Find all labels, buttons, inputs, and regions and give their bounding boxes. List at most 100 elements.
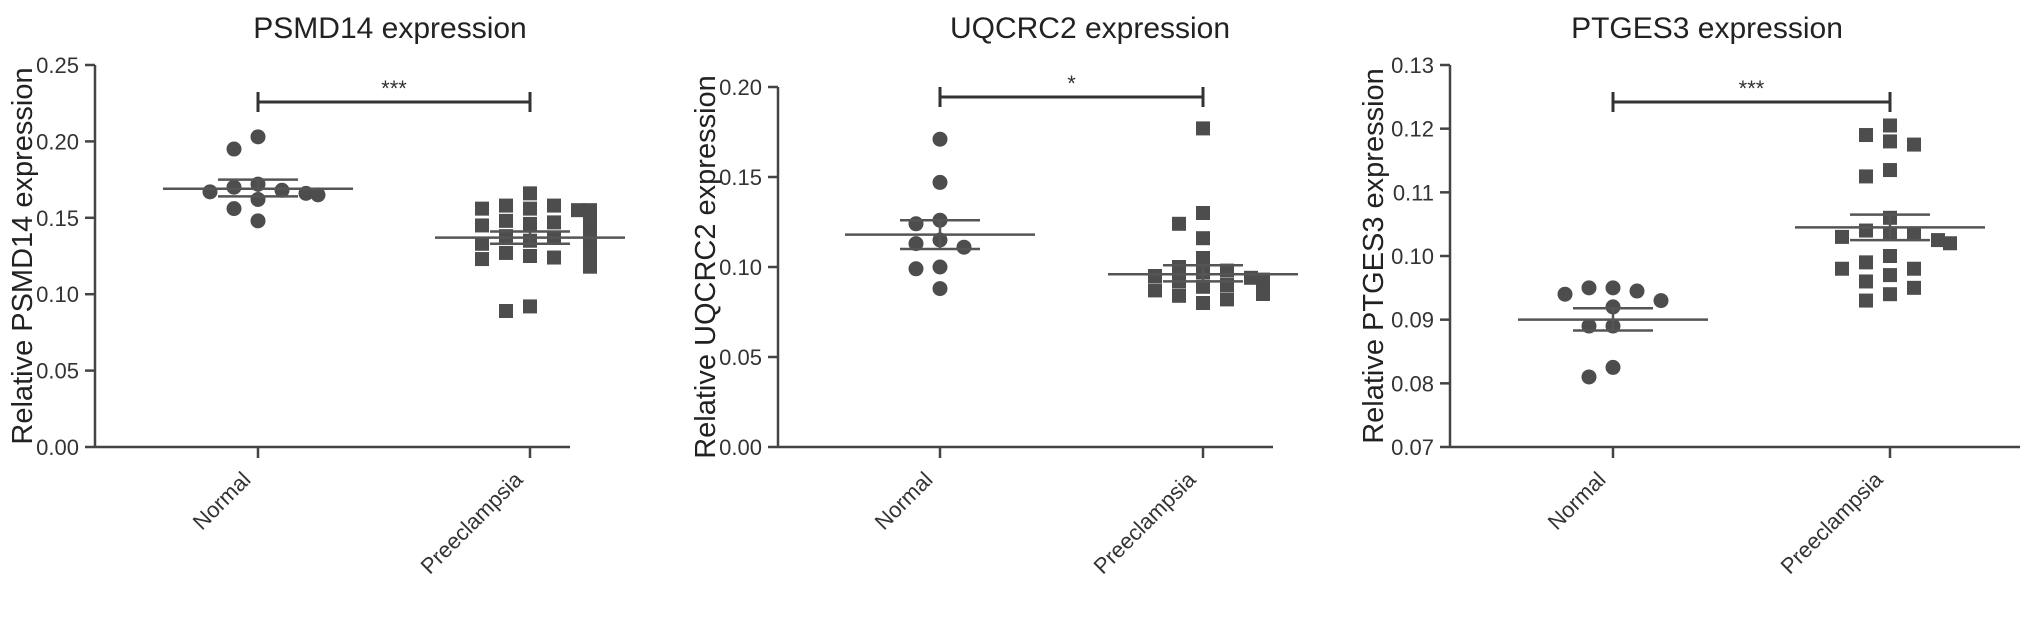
data-point-square xyxy=(499,245,513,260)
data-point-square xyxy=(1943,236,1957,251)
data-point-square xyxy=(1835,229,1849,244)
chart-title: UQCRC2 expression xyxy=(950,12,1230,45)
data-point-square xyxy=(475,236,489,251)
y-axis-label: Relative PSMD14 expression xyxy=(7,67,39,444)
data-point-square xyxy=(1196,279,1210,294)
y-tick-label: 0.20 xyxy=(719,75,762,100)
x-tick-label-normal: Normal xyxy=(870,467,938,535)
chart-panel-1: PSMD14 expression Relative PSMD14 express… xyxy=(7,12,625,579)
data-point-square xyxy=(1220,292,1234,307)
data-point-square xyxy=(1256,287,1270,301)
data-point-square xyxy=(1907,137,1921,152)
data-point-square xyxy=(1148,269,1162,283)
data-point-circle xyxy=(226,201,242,217)
data-point-circle xyxy=(1581,369,1597,385)
y-tick-label: 0.15 xyxy=(719,165,762,190)
data-point-square xyxy=(1148,283,1162,298)
data-point-square xyxy=(1196,121,1210,136)
x-tick-label-preeclampsia: Preeclampsia xyxy=(1089,466,1201,578)
data-point-square xyxy=(1859,255,1873,270)
significance-label: *** xyxy=(1739,76,1765,101)
y-tick-label: 0.08 xyxy=(1391,371,1434,396)
data-point-square xyxy=(475,218,489,233)
data-point-circle xyxy=(932,281,948,297)
data-point-square xyxy=(523,249,537,263)
data-point-square xyxy=(1172,288,1186,303)
data-point-circle xyxy=(1605,280,1621,296)
data-point-square xyxy=(1883,249,1897,263)
data-point-circle xyxy=(226,141,242,157)
data-point-square xyxy=(1859,169,1873,184)
data-point-square xyxy=(1883,268,1897,283)
data-point-square xyxy=(1883,163,1897,178)
y-tick-label: 0.07 xyxy=(1391,435,1434,460)
data-point-square xyxy=(475,252,489,267)
significance-label: *** xyxy=(381,76,407,101)
data-point-square xyxy=(523,299,537,314)
data-point-square xyxy=(583,242,597,257)
data-point-square xyxy=(523,201,537,216)
y-tick-label: 0.00 xyxy=(36,435,79,460)
y-tick-label: 0.05 xyxy=(719,345,762,370)
data-point-square xyxy=(1220,278,1234,292)
data-point-square xyxy=(475,201,489,216)
y-tick-label: 0.00 xyxy=(719,435,762,460)
y-tick-label: 0.09 xyxy=(1391,308,1434,333)
data-point-square xyxy=(571,203,585,218)
data-point-square xyxy=(1883,287,1897,302)
x-tick-label-preeclampsia: Preeclampsia xyxy=(416,466,528,578)
data-point-circle xyxy=(932,174,948,190)
data-point-circle xyxy=(274,182,290,198)
y-tick-label: 0.15 xyxy=(36,206,79,231)
significance-label: * xyxy=(1067,71,1076,96)
data-point-circle xyxy=(1605,299,1621,315)
data-point-square xyxy=(1859,293,1873,308)
chart-title: PSMD14 expression xyxy=(253,12,526,45)
x-tick-label-normal: Normal xyxy=(188,467,256,535)
y-tick-label: 0.13 xyxy=(1391,53,1434,78)
data-point-square xyxy=(1907,280,1921,295)
data-point-circle xyxy=(250,129,266,145)
y-tick-label: 0.10 xyxy=(719,255,762,280)
data-point-square xyxy=(1883,118,1897,133)
data-point-square xyxy=(1931,233,1945,248)
data-point-circle xyxy=(250,213,266,229)
y-tick-label: 0.10 xyxy=(36,282,79,307)
data-point-square xyxy=(1196,231,1210,246)
data-point-square xyxy=(499,213,513,228)
y-axis-label: Relative PTGES3 expression xyxy=(1358,68,1390,444)
data-point-square xyxy=(1859,223,1873,238)
data-point-circle xyxy=(226,179,242,195)
y-tick-label: 0.20 xyxy=(36,129,79,154)
data-point-square xyxy=(1907,226,1921,241)
data-point-square xyxy=(1883,134,1897,149)
data-point-square xyxy=(547,215,561,230)
data-point-square xyxy=(1859,274,1873,289)
data-point-circle xyxy=(956,239,972,255)
data-point-square xyxy=(523,216,537,231)
data-point-square xyxy=(499,198,513,213)
data-point-square xyxy=(1196,206,1210,220)
data-point-square xyxy=(1172,216,1186,231)
data-point-circle xyxy=(1581,280,1597,296)
data-point-circle xyxy=(932,259,948,275)
data-point-circle xyxy=(202,184,218,200)
y-tick-label: 0.10 xyxy=(1391,244,1434,269)
chart-title: PTGES3 expression xyxy=(1571,12,1843,45)
y-tick-label: 0.11 xyxy=(1393,180,1434,205)
x-tick-label-normal: Normal xyxy=(1543,467,1611,535)
data-point-square xyxy=(1172,260,1186,274)
data-point-square xyxy=(1859,128,1873,143)
data-point-circle xyxy=(1605,359,1621,375)
data-point-square xyxy=(1244,270,1258,285)
y-tick-label: 0.12 xyxy=(1391,117,1434,142)
data-point-circle xyxy=(310,187,326,203)
data-point-square xyxy=(1196,251,1210,265)
data-point-square xyxy=(583,259,597,274)
data-point-square xyxy=(547,250,561,265)
data-point-circle xyxy=(1653,293,1669,309)
chart-panel-3: PTGES3 expression Relative PTGES3 express… xyxy=(1358,12,2020,579)
data-point-square xyxy=(499,304,513,319)
data-point-square xyxy=(523,186,537,201)
data-point-circle xyxy=(908,261,924,277)
